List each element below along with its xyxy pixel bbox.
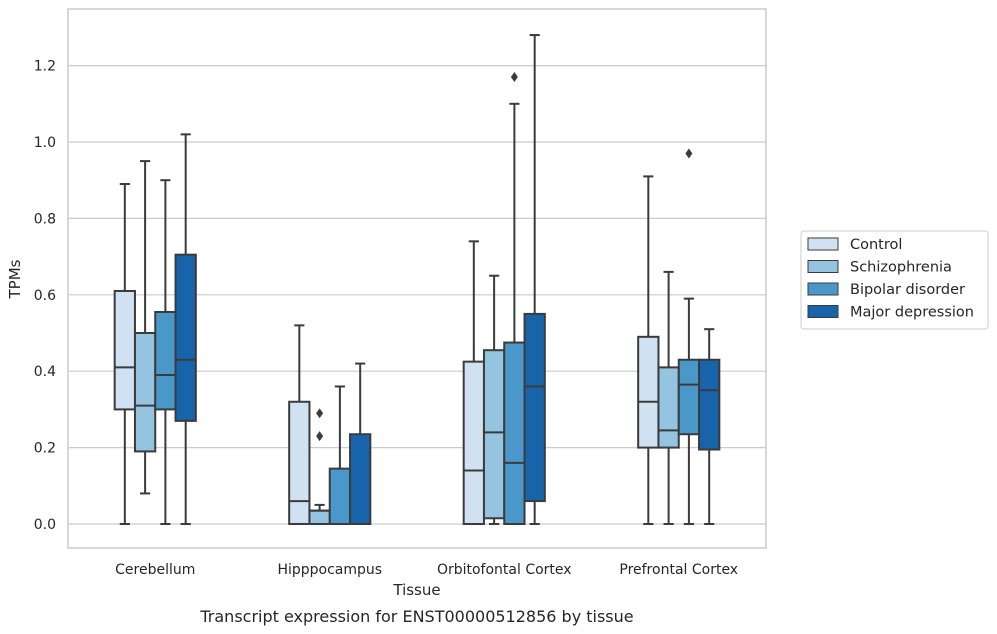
y-tick-label: 0.8 (34, 211, 56, 227)
y-tick-label: 0.4 (34, 364, 56, 380)
legend-label: Schizophrenia (850, 260, 952, 276)
x-axis-label: Tissue (392, 581, 440, 599)
outlier-point (685, 148, 693, 159)
box-schizophrenia (133, 160, 157, 495)
y-tick-label: 0.0 (34, 517, 56, 533)
x-axis-ticks: Cerebellum Hipppocampus Orbitofontal Corte… (115, 562, 738, 578)
box-major-depression (523, 34, 546, 525)
box-control (288, 324, 311, 526)
iqr-box (174, 253, 197, 422)
legend-label: Major depression (850, 305, 974, 321)
box-schizophrenia (308, 408, 331, 526)
iqr-box (154, 310, 177, 411)
gridlines (68, 64, 766, 525)
box-major-depression (349, 362, 372, 526)
plot-area-frame (67, 8, 767, 549)
legend-swatch (807, 237, 839, 251)
iqr-box (523, 312, 546, 503)
iqr-box (698, 358, 721, 451)
y-tick-label: 1.0 (34, 135, 56, 151)
iqr-box (482, 349, 506, 520)
y-axis-ticks: 0.0 0.2 0.4 0.6 0.8 1.0 1.2 (34, 59, 56, 533)
y-tick-label: 1.2 (34, 59, 56, 75)
legend-swatch (807, 282, 839, 296)
y-axis-label: TPMs (6, 259, 24, 299)
legend-frame (800, 230, 989, 330)
box-control (462, 240, 485, 525)
x-tick-label: Orbitofontal Cortex (437, 562, 572, 578)
x-tick-label: Prefrontal Cortex (619, 562, 738, 578)
box-schizophrenia (657, 270, 680, 525)
box-bipolar-disorder (328, 385, 352, 525)
outlier-point (316, 408, 324, 419)
iqr-box (503, 341, 526, 525)
x-tick-label: Cerebellum (115, 562, 195, 578)
legend-label: Control (850, 237, 902, 253)
iqr-box (349, 433, 372, 526)
box-control (113, 183, 136, 525)
y-tick-label: 0.2 (34, 441, 56, 457)
boxes (113, 34, 721, 526)
legend-swatch (807, 305, 839, 318)
y-tick-label: 0.6 (34, 288, 56, 304)
box-schizophrenia (482, 274, 506, 525)
x-tick-label: Hipppocampus (277, 562, 382, 578)
iqr-box (462, 360, 485, 525)
box-bipolar-disorder (503, 72, 526, 525)
box-bipolar-disorder (677, 148, 701, 525)
legend: Control Schizophrenia Bipolar disorder Majo… (800, 230, 989, 330)
iqr-box (288, 400, 311, 526)
iqr-box (113, 289, 136, 411)
legend-label: Bipolar disorder (850, 282, 965, 298)
legend-swatch (807, 260, 839, 273)
iqr-box (133, 332, 157, 453)
iqr-box (637, 335, 660, 449)
iqr-box (308, 509, 331, 526)
box-bipolar-disorder (154, 179, 177, 525)
outlier-point (316, 431, 324, 442)
iqr-box (657, 366, 680, 449)
chart-caption: Transcript expression for ENST0000051285… (199, 607, 633, 626)
outlier-point (510, 72, 518, 83)
box-control (637, 175, 660, 525)
legend-items: Control Schizophrenia Bipolar disorder Majo… (807, 237, 974, 321)
iqr-box (328, 467, 352, 525)
iqr-box (677, 358, 701, 436)
box-major-depression (174, 133, 197, 525)
box-major-depression (698, 328, 721, 525)
